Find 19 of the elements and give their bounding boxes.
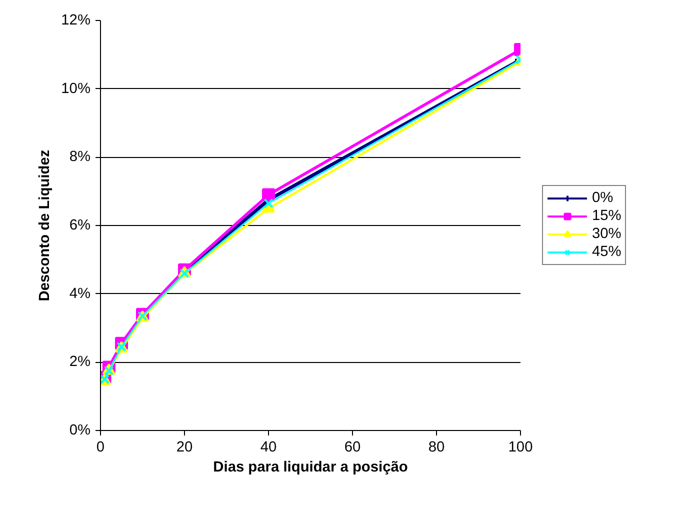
y-tick-label: 2%: [69, 354, 91, 370]
y-tick-label: 12%: [61, 12, 91, 28]
x-tick-label: 100: [508, 440, 533, 456]
y-tick-label: 10%: [61, 80, 91, 97]
x-tick-label: 80: [428, 440, 445, 456]
legend-label: 45%: [592, 244, 622, 260]
x-tick-label: 20: [176, 440, 193, 456]
y-axis-title: Desconto de Liquidez: [37, 150, 54, 302]
y-tick-label: 0%: [69, 422, 91, 438]
x-tick-label: 40: [260, 440, 277, 456]
legend-label: 30%: [592, 226, 622, 242]
legend-label: 0%: [592, 190, 614, 206]
x-tick-label: 0: [96, 440, 105, 456]
y-tick-label: 4%: [69, 286, 91, 302]
legend-label: 15%: [592, 208, 622, 224]
y-tick-label: 6%: [69, 218, 91, 234]
y-tick-label: 8%: [69, 149, 91, 166]
x-tick-label: 60: [344, 440, 361, 456]
x-axis-title: Dias para liquidar a posição: [213, 460, 408, 476]
